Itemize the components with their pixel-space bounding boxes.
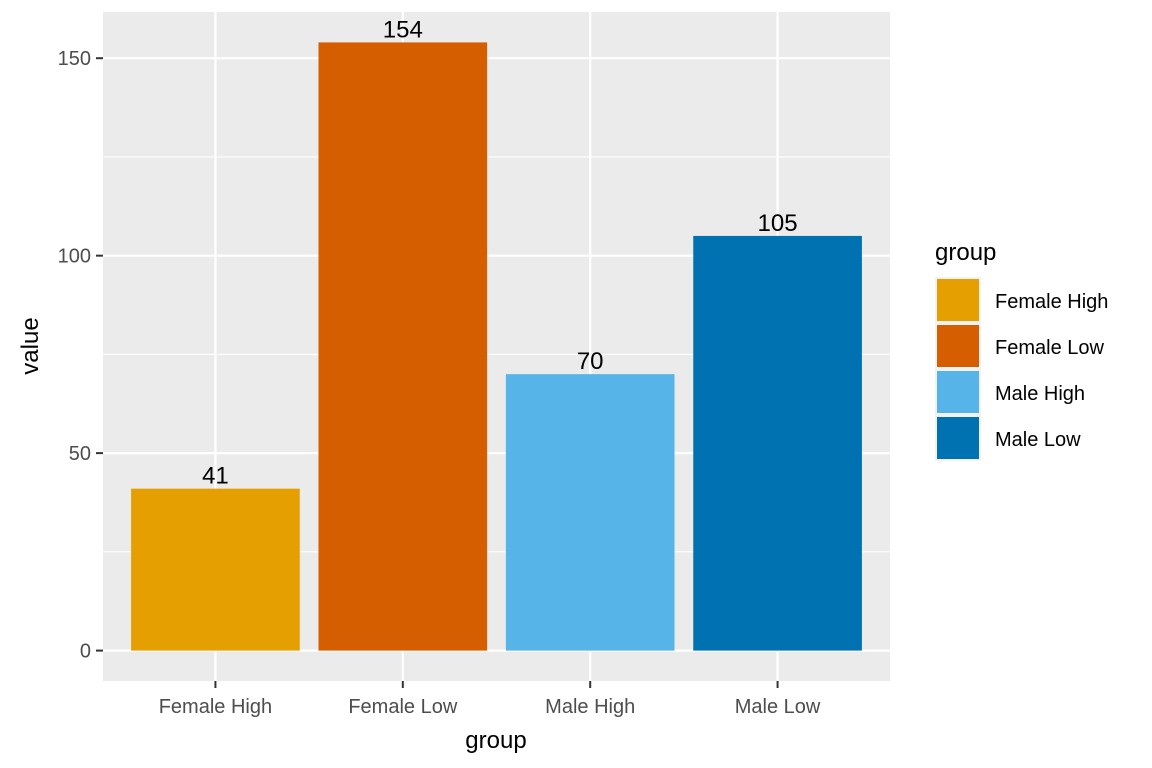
y-axis: 0 50 100 150	[58, 48, 103, 663]
legend-label: Male High	[995, 383, 1085, 405]
data-label: 70	[577, 348, 604, 375]
x-tick-label: Male High	[545, 696, 635, 718]
data-labels: 41 154 70 105	[202, 16, 798, 489]
bar	[693, 235, 862, 651]
legend-swatch	[937, 371, 979, 413]
bar	[131, 488, 300, 651]
data-label: 105	[758, 210, 798, 237]
y-tick-label: 100	[58, 246, 91, 268]
y-tick-label: 50	[69, 443, 91, 465]
data-label: 154	[383, 16, 423, 43]
legend-items: Female High Female Low Male High Male Low	[935, 277, 1108, 461]
legend-swatch	[937, 279, 979, 321]
bar	[318, 42, 488, 651]
legend-label: Male Low	[995, 429, 1081, 451]
bar	[505, 374, 675, 651]
x-axis-title: group	[465, 727, 526, 754]
x-tick-label: Male Low	[735, 696, 821, 718]
legend-label: Female High	[995, 291, 1108, 313]
y-tick-label: 0	[80, 641, 91, 663]
data-label: 41	[202, 463, 229, 490]
bars	[131, 42, 862, 651]
legend-swatch	[937, 325, 979, 367]
x-tick-label: Female Low	[348, 696, 457, 718]
y-tick-label: 150	[58, 48, 91, 70]
legend-swatch	[937, 417, 979, 459]
y-axis-title: value	[17, 317, 44, 374]
legend-title: group	[935, 239, 996, 266]
legend-label: Female Low	[995, 337, 1104, 359]
legend: group Female High Female Low Male High Male…	[935, 239, 1108, 461]
x-tick-label: Female High	[159, 696, 272, 718]
x-axis: Female High Female Low Male High Male Low	[159, 681, 821, 718]
